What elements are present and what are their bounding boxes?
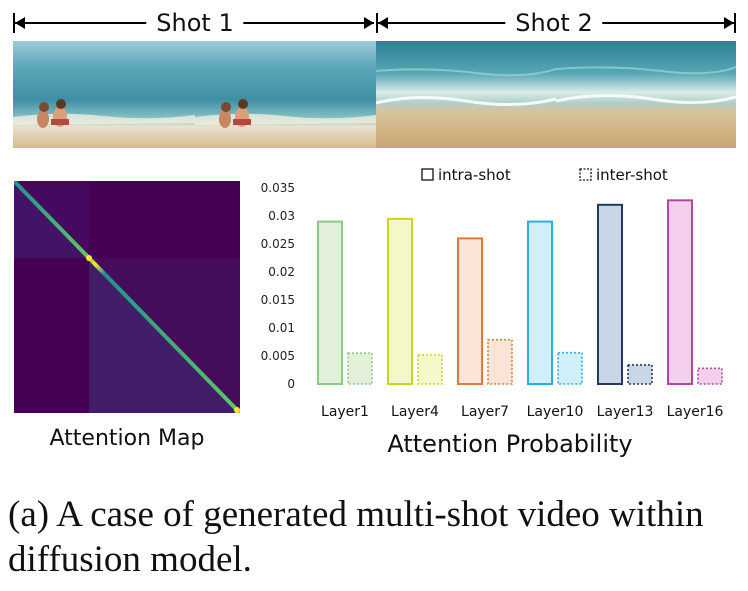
inter-shot-bar-layer7 bbox=[487, 338, 513, 385]
inter-shot-bar-layer10 bbox=[557, 351, 583, 385]
attention-map-heatmap bbox=[14, 181, 240, 413]
intra-shot-bar-layer4 bbox=[387, 217, 413, 385]
inter-shot-bar-layer1 bbox=[347, 352, 373, 385]
intra-shot-legend-swatch bbox=[421, 168, 434, 181]
intra-shot-legend-label: intra-shot bbox=[438, 166, 511, 184]
shot1-header: Shot 1 bbox=[13, 6, 376, 40]
shot1-label: Shot 1 bbox=[146, 6, 244, 40]
shot1-left-tick bbox=[13, 13, 15, 33]
shot2-header: Shot 2 bbox=[376, 6, 736, 40]
inter-shot-bar-layer16 bbox=[697, 367, 723, 385]
attention-probability-chart: intra-shot inter-shot 0 0.005 0.01 0.015 0.02… bbox=[261, 166, 724, 420]
x-tick-label: Layer1 bbox=[321, 404, 369, 420]
shot1-frame2 bbox=[195, 41, 376, 148]
bars bbox=[317, 199, 723, 386]
inter-shot-legend-swatch bbox=[579, 168, 592, 181]
y-tick-label: 0.035 bbox=[261, 181, 295, 195]
intra-shot-bar-layer1 bbox=[317, 220, 343, 385]
y-tick-label: 0.025 bbox=[261, 237, 295, 251]
y-axis: 0 0.005 0.01 0.015 0.02 0.025 0.03 0.035 bbox=[261, 181, 295, 391]
shot2-frame2 bbox=[556, 41, 736, 148]
x-tick-label: Layer10 bbox=[527, 404, 584, 420]
shot2-right-tick bbox=[734, 13, 736, 33]
shot2-label: Shot 2 bbox=[505, 6, 603, 40]
y-tick-label: 0.015 bbox=[261, 293, 295, 307]
intra-shot-bar-layer13 bbox=[597, 203, 623, 385]
intra-shot-bar-layer7 bbox=[457, 237, 483, 386]
y-tick-label: 0.005 bbox=[261, 349, 295, 363]
shot2-right-arrow bbox=[724, 17, 734, 29]
inter-shot-bar-layer4 bbox=[417, 354, 443, 385]
figure-caption: (a) A case of generated multi-shot video… bbox=[8, 494, 704, 580]
intra-shot-bar-layer10 bbox=[527, 220, 553, 385]
shot1-right-arrow bbox=[364, 17, 374, 29]
y-tick-label: 0 bbox=[287, 377, 295, 391]
x-tick-label: Layer16 bbox=[667, 404, 724, 420]
shot1-frame1 bbox=[13, 41, 195, 148]
video-frames bbox=[13, 41, 736, 148]
x-tick-label: Layer4 bbox=[391, 404, 439, 420]
inter-shot-legend-label: inter-shot bbox=[596, 166, 668, 184]
y-tick-label: 0.03 bbox=[268, 209, 295, 223]
inter-shot-bar-layer13 bbox=[627, 364, 653, 385]
y-tick-label: 0.02 bbox=[268, 265, 295, 279]
intra-shot-bar-layer16 bbox=[667, 199, 693, 385]
y-tick-label: 0.01 bbox=[268, 321, 295, 335]
shot-divider-tick bbox=[376, 13, 378, 33]
x-tick-label: Layer13 bbox=[597, 404, 654, 420]
chart-legend: intra-shot inter-shot bbox=[421, 166, 668, 184]
shot2-frame1 bbox=[376, 41, 556, 148]
attention-map-caption: Attention Map bbox=[49, 426, 205, 451]
x-tick-label: Layer7 bbox=[461, 404, 509, 420]
chart-caption: Attention Probability bbox=[387, 430, 633, 458]
x-axis: Layer1 Layer4 Layer7 Layer10 Layer13 Layer16 bbox=[321, 404, 723, 420]
